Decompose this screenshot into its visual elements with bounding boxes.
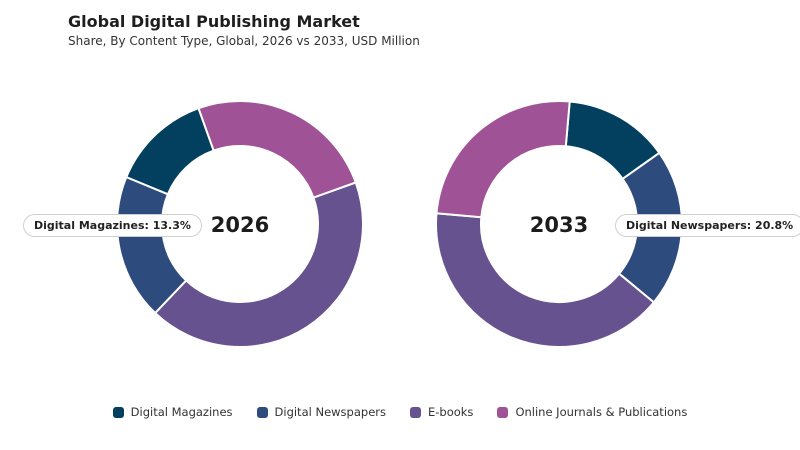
- slice-2033-online-journals-publications[interactable]: [435, 100, 571, 219]
- slice-2026-digital-magazines[interactable]: [124, 106, 215, 196]
- center-label-2033: 2033: [530, 213, 588, 237]
- legend-label: Digital Newspapers: [274, 405, 386, 419]
- legend-item-digital-magazines[interactable]: Digital Magazines: [112, 405, 233, 419]
- legend-label: E-books: [427, 405, 474, 419]
- slice-2033-e-books[interactable]: [435, 212, 656, 348]
- legend-item-online-journals[interactable]: Online Journals & Publications: [497, 405, 687, 419]
- callout-digital-magazines: Digital Magazines: 13.3%: [23, 214, 202, 237]
- legend-label: Digital Magazines: [130, 405, 233, 419]
- slice-2026-digital-newspapers[interactable]: [116, 175, 188, 315]
- legend: Digital Magazines Digital Newspapers E-b…: [0, 405, 800, 419]
- legend-label: Online Journals & Publications: [515, 405, 688, 419]
- chart-title: Global Digital Publishing Market: [68, 12, 360, 31]
- legend-swatch: [497, 406, 509, 418]
- slice-2026-online-journals-publications[interactable]: [197, 100, 358, 199]
- legend-item-digital-newspapers[interactable]: Digital Newspapers: [256, 405, 386, 419]
- legend-swatch: [112, 406, 124, 418]
- slice-2026-e-books[interactable]: [153, 181, 364, 348]
- legend-swatch: [409, 406, 421, 418]
- legend-swatch: [256, 406, 268, 418]
- callout-digital-newspapers: Digital Newspapers: 20.8%: [615, 214, 800, 237]
- chart-subtitle: Share, By Content Type, Global, 2026 vs …: [68, 34, 420, 48]
- center-label-2026: 2026: [211, 213, 269, 237]
- legend-item-e-books[interactable]: E-books: [409, 405, 474, 419]
